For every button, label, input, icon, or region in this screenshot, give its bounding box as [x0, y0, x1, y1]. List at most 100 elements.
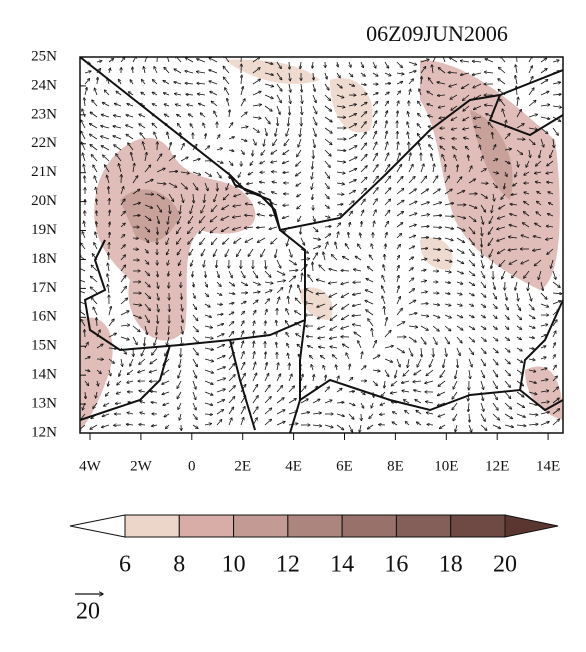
wind-vector [540, 127, 548, 134]
wind-vector [287, 343, 289, 349]
wind-vector [391, 402, 398, 403]
wind-vector [552, 409, 560, 415]
wind-vector [94, 243, 98, 250]
wind-vector [300, 237, 305, 245]
wind-vector [253, 341, 254, 349]
wind-vector [90, 287, 98, 294]
wind-vector [552, 331, 556, 338]
wind-vector [116, 91, 122, 96]
wind-vector [442, 155, 446, 162]
wind-vector [324, 116, 332, 122]
wind-vector [150, 358, 158, 364]
wind-vector [151, 402, 158, 403]
wind-vector [384, 142, 388, 151]
wind-vector [228, 150, 234, 151]
wind-vector [468, 424, 472, 432]
wind-vector [432, 202, 442, 206]
wind-vector [528, 391, 537, 394]
wind-vector [264, 299, 270, 305]
wind-vector [324, 127, 332, 133]
wind-vector [345, 244, 350, 250]
wind-vector [348, 104, 356, 106]
wind-vector [372, 131, 376, 140]
wind-vector [288, 276, 296, 283]
wind-vector [528, 88, 534, 96]
wind-vector [117, 380, 122, 385]
wind-vector [177, 391, 182, 399]
wind-vector [537, 191, 542, 195]
wind-vector [168, 193, 174, 202]
wind-vector [355, 256, 362, 261]
wind-vector [492, 292, 497, 299]
wind-vector [492, 145, 496, 151]
wind-vector [420, 259, 427, 260]
wind-vector [452, 147, 458, 151]
wind-vector [504, 413, 513, 419]
wind-vector [193, 281, 194, 287]
wind-vector [504, 325, 509, 329]
wind-vector [336, 413, 344, 416]
wind-vector [85, 391, 86, 399]
lon-label: 14E [536, 458, 560, 474]
wind-vector [120, 298, 128, 305]
wind-vector [384, 199, 391, 206]
wind-vector [264, 127, 267, 136]
wind-vector [516, 336, 521, 340]
wind-vector [120, 211, 125, 217]
wind-vector [502, 270, 506, 279]
wind-vector [132, 304, 142, 305]
wind-vector [84, 98, 85, 107]
wind-vector [516, 314, 522, 320]
wind-vector [264, 385, 270, 393]
wind-vector [546, 238, 554, 240]
wind-vector [552, 376, 557, 382]
wind-vector [157, 303, 159, 312]
wind-vector [130, 80, 134, 85]
wind-vector [214, 193, 218, 202]
wind-vector [396, 223, 403, 228]
wind-vector [418, 101, 422, 107]
wind-vector [537, 201, 542, 206]
wind-vector [275, 127, 278, 136]
wind-vector [384, 176, 391, 184]
wind-vector [166, 237, 170, 245]
wind-vector [316, 280, 326, 283]
wind-vector [540, 357, 546, 359]
wind-vector [229, 110, 230, 118]
lat-label: 13N [31, 396, 57, 412]
wind-vector [265, 309, 267, 316]
wind-vector [113, 136, 122, 140]
wind-vector [154, 67, 158, 74]
wind-vector [237, 248, 242, 257]
wind-vector [396, 265, 399, 272]
wind-vector [177, 114, 182, 118]
wind-vector [312, 160, 313, 169]
wind-vector [120, 325, 130, 326]
wind-vector [265, 352, 266, 360]
wind-vector [113, 126, 122, 129]
wind-vector [540, 422, 549, 426]
wind-vector [348, 180, 356, 184]
wind-vector [145, 152, 147, 162]
lon-label: 2E [234, 458, 251, 474]
wind-vector [420, 325, 428, 330]
wind-vector [313, 215, 315, 222]
wind-vector [516, 413, 525, 417]
wind-vector [480, 380, 484, 390]
wind-vector [535, 223, 542, 228]
wind-vector [408, 176, 415, 184]
wind-vector [492, 132, 493, 140]
wind-vector [276, 94, 281, 103]
wind-vector [432, 57, 437, 63]
wind-vector [126, 115, 134, 118]
wind-vector [188, 226, 194, 234]
wind-vector [426, 413, 434, 415]
wind-vector [250, 160, 254, 165]
wind-vector [384, 83, 391, 84]
wind-vector [547, 214, 554, 217]
wind-vector [312, 83, 315, 92]
wind-vector [517, 160, 518, 167]
wind-vector [492, 314, 497, 319]
wind-vector [180, 325, 183, 334]
wind-vector [403, 400, 410, 404]
